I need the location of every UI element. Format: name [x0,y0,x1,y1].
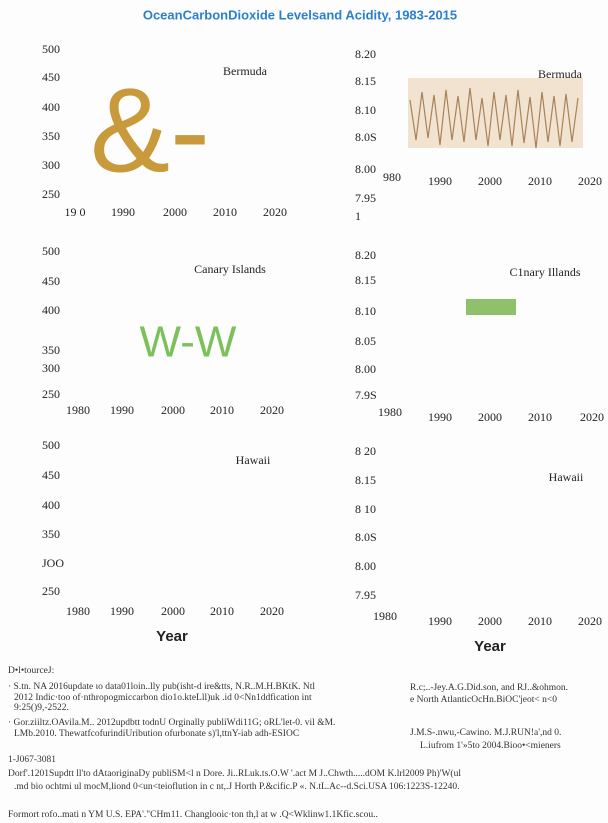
y-tick-label: 8.00 [355,362,376,376]
x-tick-label: 2010 [213,205,237,219]
panel-label: Hawaii [236,453,271,467]
y-tick-label: 300 [42,158,60,172]
x-tick-label: 2000 [478,174,502,188]
x-tick-label: 2010 [528,614,552,628]
x-tick-label: 2020 [260,403,284,417]
y-tick-label: 500 [42,244,60,258]
panel-label: Hawaii [549,470,584,484]
x-tick-label: 2020 [260,604,284,618]
x-axis-title: Year [156,628,188,645]
y-tick-label: 8.15 [355,473,376,487]
x-tick-label: 1990 [428,174,452,188]
glyph: &- [90,64,210,198]
y-tick-label: 8.15 [355,273,376,287]
x-tick-label: 2010 [528,174,552,188]
y-tick-label: 450 [42,274,60,288]
x-tick-label: 2000 [478,410,502,424]
x-tick-label: 2000 [163,205,187,219]
x-tick-label: 2020 [263,205,287,219]
y-tick-label: 8 20 [355,444,376,458]
x-tick-label: 19 0 [65,205,86,219]
panel-label: C1nary Illands [510,265,581,279]
y-tick-label: 8.05 [355,334,376,348]
y-tick-label: 450 [42,468,60,482]
y-tick-label: 400 [42,100,60,114]
y-tick-label: 250 [42,187,60,201]
y-tick-label: 8.15 [355,74,376,88]
panel-label: Bermuda [223,64,268,78]
x-tick-label: 980 [383,170,401,184]
x-tick-label: 2010 [210,403,234,417]
x-tick-label: 1980 [378,405,402,419]
source-line: 1-J067-3081 [8,755,56,765]
y-tick-label: 8.00 [355,162,376,176]
y-tick-label: 350 [42,527,60,541]
y-tick-label: 350 [42,343,60,357]
y-tick-label: 500 [42,42,60,56]
source-line: 9:25()9,-2522. [14,702,69,713]
y-tick-label: 250 [42,584,60,598]
y-tick-label: 7.95 [355,588,376,602]
panel-label: Bermuda [538,67,583,81]
x-tick-label: 2020 [580,410,604,424]
x-tick-label: 1980 [373,609,397,623]
x-tick-label: 1990 [428,410,452,424]
ph-band [466,299,516,315]
y-tick-label: 1 [355,209,361,223]
y-tick-label: 450 [42,70,60,84]
y-tick-label: 7.95 [355,191,376,205]
y-tick-label: 350 [42,129,60,143]
source-line: · S.tn. NA 2016update ιo data01loin..lly… [8,681,315,692]
source-line: LMb.2010. ThewatfcofurindiUribution ofur… [14,728,299,739]
x-tick-label: 1990 [110,604,134,618]
source-line: .md bio ochtmi ul mocM,liond 0<un<teiofl… [14,781,460,792]
x-tick-label: 2020 [578,614,602,628]
y-tick-label: 400 [42,498,60,512]
x-tick-label: 1990 [111,205,135,219]
y-tick-label: 300 [42,361,60,375]
y-tick-label: 7.9S [355,388,377,402]
y-tick-label: JOO [42,556,64,570]
y-tick-label: 400 [42,303,60,317]
x-tick-label: 2000 [478,614,502,628]
page-title: OceanCarbonDioxide Levelsand Acidity, 19… [143,7,457,22]
source-line: R.c;..-Jey.A.G.Did.son, and RJ..&ohmon. [410,683,568,693]
x-tick-label: 1980 [66,403,90,417]
x-tick-label: 1980 [66,604,90,618]
x-tick-label: 2000 [161,604,185,618]
y-tick-label: 8 10 [355,502,376,516]
y-tick-label: 8.0S [355,530,377,544]
y-tick-label: 250 [42,387,60,401]
source-line: · Gor.ziiltz.OAvila.M.. 2012updbtt todnU… [8,718,335,728]
y-tick-label: 8.10 [355,304,376,318]
source-line: 2012 Indic·too of·nthropogmiccarbon dio1… [14,692,312,703]
x-axis-title: Year [474,638,506,655]
source-line: D•l•tourceJ: [8,666,54,676]
x-tick-label: 2010 [210,604,234,618]
x-tick-label: 2010 [528,410,552,424]
x-tick-label: 2000 [161,403,185,417]
x-tick-label: 1990 [110,403,134,417]
ph-band [408,78,583,149]
source-line: L.iufrom 1'»5to 2004.Bioo•<mieners [420,740,561,751]
source-line: Formort rofo..mati n YM U.S. EPA'."CHm11… [8,809,378,820]
y-tick-label: 500 [42,438,60,452]
y-tick-label: 8.10 [355,103,376,117]
y-tick-label: 8.00 [355,559,376,573]
y-tick-label: 8.20 [355,47,376,61]
source-line: e North AtlanticOcHn.BiOC'jeot< n<0 [410,695,557,705]
y-tick-label: 8.20 [355,248,376,262]
source-line: Dorf'.1201Supdtt ll'to dAtaoriginaDy pub… [8,768,461,779]
panel-label: Canary Islands [194,262,266,276]
source-line: J.M.S-.nwu,-Cawino. M.J.RUN!a',nd 0. [410,728,561,738]
x-tick-label: 2020 [578,174,602,188]
y-tick-label: 8.0S [355,130,377,144]
glyph: W-W [140,318,237,367]
x-tick-label: 1990 [428,614,452,628]
